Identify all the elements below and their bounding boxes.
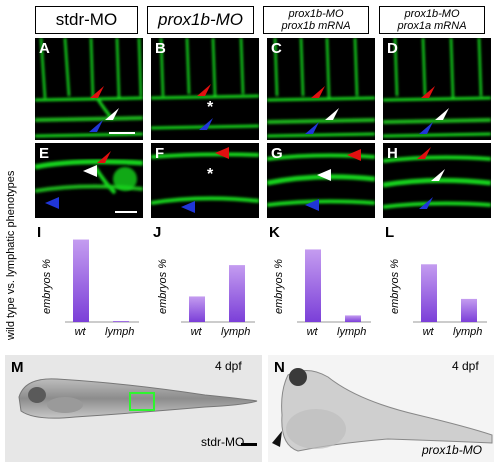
scale-bar (109, 132, 135, 134)
bar-wt (189, 296, 205, 322)
micro-g-image (267, 153, 375, 207)
micro-panel-b: B * (151, 38, 259, 140)
micro-panel-a: A (35, 38, 143, 140)
panel-label-f: F (155, 145, 165, 162)
missing-vessel-asterisk: * (207, 166, 214, 183)
bar-wt (421, 264, 437, 322)
bar-wt (305, 249, 321, 322)
missing-vessel-asterisk: * (207, 99, 214, 116)
bar-plot (65, 239, 139, 323)
red-arrowhead-icon (417, 147, 431, 159)
category-label-wt: wt (74, 326, 86, 338)
photo-panel-m: M 4 dpf stdr-MO (5, 355, 262, 462)
micro-panel-g: G (267, 143, 375, 218)
micro-panel-d: D (383, 38, 491, 140)
panel-label-a: A (39, 40, 50, 57)
category-label-wt: wt (306, 326, 318, 338)
category-label-lymph: lymph (337, 326, 367, 338)
white-arrowhead-icon (83, 165, 97, 177)
blue-arrowhead-icon (419, 122, 433, 134)
category-label-wt: wt (422, 326, 434, 338)
caption-n: prox1b-MO (422, 443, 483, 457)
white-arrowhead-icon (431, 169, 445, 181)
bar-lymph (461, 298, 477, 322)
blue-arrowhead-icon (305, 199, 319, 211)
red-arrowhead-icon (311, 86, 325, 98)
micro-d-image (383, 38, 491, 138)
red-arrowhead-icon (215, 147, 229, 159)
header-d-line2: prox1a mRNA (397, 20, 467, 32)
blue-arrowhead-icon (181, 201, 195, 213)
header-prox1b-rescue-prox1a: prox1b-MO prox1a mRNA (379, 6, 485, 34)
blue-arrowhead-icon (89, 120, 103, 132)
stage-label-n: 4 dpf (452, 359, 479, 373)
micro-panel-h: H (383, 143, 491, 218)
bar-wt (73, 239, 89, 322)
white-arrowhead-icon (435, 108, 449, 120)
scale-bar (115, 211, 137, 213)
bar-lymph (229, 265, 245, 322)
photo-panel-n: N 4 dpf prox1b-MO (268, 355, 494, 462)
red-arrowhead-icon (347, 149, 361, 161)
charts-row-label-text: wild type vs. lymphatic phenotypes (5, 170, 17, 340)
panel-label-g: G (271, 145, 283, 162)
red-arrowhead-icon (197, 84, 211, 96)
category-label-lymph: lymph (221, 326, 251, 338)
bar-plot (297, 249, 371, 323)
panel-label-d: D (387, 40, 398, 57)
header-stdr-mo: stdr-MO (35, 6, 138, 34)
embryo-n-image (272, 368, 493, 452)
micro-e-image (35, 159, 143, 195)
red-arrowhead-icon (90, 86, 104, 98)
region-box (129, 392, 155, 411)
scale-bar (241, 443, 257, 446)
bar-plot (181, 265, 255, 323)
embryo-m-image (18, 378, 258, 419)
micro-panel-f: F * (151, 143, 259, 218)
panel-label-i: I (37, 224, 42, 241)
red-arrowhead-icon (97, 151, 111, 163)
white-arrowhead-icon (325, 108, 339, 120)
stage-label-m: 4 dpf (215, 359, 242, 373)
white-arrowhead-icon (317, 169, 331, 181)
blue-arrowhead-icon (419, 197, 433, 209)
panel-label-j: J (153, 224, 162, 241)
panel-label-l: L (385, 224, 395, 241)
category-label-lymph: lymph (453, 326, 483, 338)
micro-f-image (151, 152, 259, 205)
red-arrowhead-icon (421, 86, 435, 98)
panel-label-k: K (269, 224, 280, 241)
panel-label-n: N (274, 359, 285, 376)
blue-arrowhead-icon (199, 118, 213, 130)
panel-label-c: C (271, 40, 282, 57)
charts-row-label: wild type vs. lymphatic phenotypes (5, 171, 17, 340)
bar-plot (413, 264, 487, 323)
blue-arrowhead-icon (305, 122, 319, 134)
header-c-line1: prox1b-MO (288, 8, 344, 20)
micro-panel-e: E (35, 143, 143, 218)
blue-arrowhead-icon (45, 197, 59, 209)
panel-label-e: E (39, 145, 50, 162)
panel-label-b: B (155, 40, 166, 57)
micro-panel-c: C (267, 38, 375, 140)
micro-c-image (267, 38, 375, 138)
caption-m: stdr-MO (201, 435, 245, 449)
panel-label-h: H (387, 145, 398, 162)
bar-lymph (345, 315, 361, 322)
panel-label-m: M (11, 359, 24, 376)
header-d-line1: prox1b-MO (404, 8, 460, 20)
header-prox1b-rescue-prox1b: prox1b-MO prox1b mRNA (263, 6, 369, 34)
bar-lymph (113, 321, 129, 322)
white-arrowhead-icon (105, 108, 119, 120)
category-label-lymph: lymph (105, 326, 135, 338)
header-c-line2: prox1b mRNA (281, 20, 351, 32)
header-stdr-mo-label: stdr-MO (55, 10, 118, 29)
category-label-wt: wt (190, 326, 202, 338)
header-prox1b-mo-label: prox1b-MO (157, 10, 244, 29)
header-prox1b-mo: prox1b-MO (147, 6, 254, 34)
